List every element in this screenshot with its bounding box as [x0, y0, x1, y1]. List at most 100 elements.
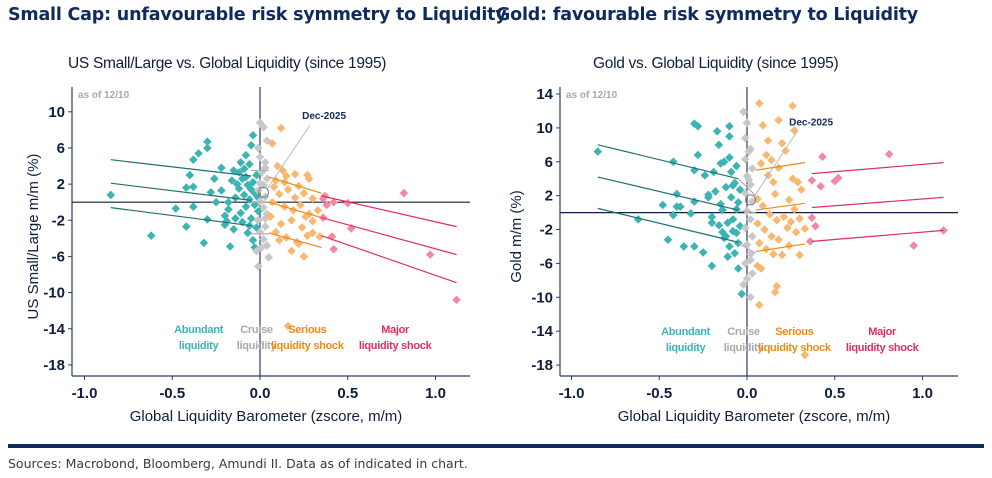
left-ytick-label: -2 [52, 212, 65, 229]
right-point-abundant [737, 289, 747, 299]
right-point-abundant [709, 167, 718, 177]
right-annotation-leader [754, 131, 798, 197]
left-annotation-label: Dec-2025 [302, 111, 346, 122]
right-point-abundant [733, 238, 743, 248]
left-band-line-abundant [110, 159, 252, 177]
right-point-major [811, 221, 820, 231]
left-point-major [399, 188, 409, 198]
right-point-abundant [686, 209, 696, 218]
left-regime-label-major: liquidity shock [359, 340, 433, 352]
left-point-major [318, 194, 328, 203]
left-point-abundant [252, 170, 261, 180]
left-point-serious [304, 174, 314, 183]
right-point-cruise [746, 215, 755, 224]
left-point-abundant [234, 184, 244, 193]
right-chart-title: Gold vs. Global Liquidity (since 1995) [593, 55, 839, 72]
right-point-serious [784, 241, 794, 250]
right-xtick-label: 1.0 [912, 385, 933, 402]
right-point-abundant [690, 197, 699, 206]
right-point-abundant [690, 119, 699, 128]
left-point-abundant [203, 143, 212, 153]
right-band-line-cruise [738, 210, 756, 214]
left-point-abundant [189, 202, 198, 212]
left-point-cruise [259, 234, 268, 244]
right-point-abundant [663, 235, 673, 245]
left-point-serious [301, 212, 310, 221]
left-point-abundant [220, 220, 230, 230]
right-point-abundant [707, 212, 717, 222]
right-point-abundant [728, 215, 738, 224]
right-point-cruise [740, 133, 750, 143]
left-regime-label-abundant: liquidity [179, 340, 220, 352]
right-point-serious [765, 209, 775, 219]
left-point-serious [271, 176, 281, 185]
right-x-axis-title: Global Liquidity Barometer (zscore, m/m) [618, 408, 891, 425]
right-point-abundant [733, 198, 743, 207]
right-point-abundant [698, 248, 708, 257]
right-point-major [909, 241, 919, 250]
left-y-axis-title: US Small/Large m/m (%) [25, 154, 42, 320]
right-point-serious [767, 232, 776, 241]
right-point-abundant [668, 157, 678, 167]
left-point-cruise [262, 174, 272, 183]
left-point-major [346, 224, 356, 233]
left-point-abundant [252, 223, 261, 232]
right-point-abundant [735, 221, 745, 231]
left-point-abundant [199, 238, 209, 248]
right-ytick-label: 10 [536, 120, 553, 137]
left-point-serious [287, 246, 296, 256]
right-point-abundant [658, 200, 668, 210]
right-regime-label-serious: liquidity shock [758, 342, 832, 354]
left-point-serious [299, 252, 309, 261]
right-ytick-label: -14 [531, 323, 553, 340]
left-point-cruise [260, 214, 270, 223]
right-point-cruise [740, 259, 750, 268]
left-ytick-label: -6 [52, 248, 65, 265]
left-point-cruise [260, 158, 270, 167]
right-point-abundant [728, 181, 738, 190]
left-point-cruise [255, 178, 265, 188]
right-point-abundant [707, 261, 717, 271]
right-point-serious [800, 224, 810, 233]
right-point-abundant [723, 252, 732, 261]
right-point-serious [774, 163, 783, 173]
left-point-serious [283, 185, 293, 194]
left-xtick-label: -1.0 [72, 385, 98, 402]
right-point-major [830, 176, 840, 186]
left-point-abundant [229, 225, 238, 234]
right-xtick-label: -1.0 [559, 385, 585, 402]
left-point-abundant [250, 200, 260, 210]
left-point-abundant [239, 164, 249, 174]
left-point-abundant [224, 197, 233, 207]
right-band-line-cruise [737, 242, 757, 254]
left-ytick-label: -14 [43, 321, 65, 338]
left-series-cruise [252, 118, 274, 271]
left-point-serious [271, 227, 281, 237]
left-point-serious [283, 321, 293, 331]
left-point-abundant [231, 214, 240, 223]
left-regime-label-cruise: liquidity [237, 340, 278, 352]
left-point-abundant [194, 149, 203, 158]
right-ytick-label: -10 [531, 289, 553, 306]
left-point-cruise [259, 122, 268, 132]
right-point-serious [760, 225, 769, 234]
right-band-line-abundant [597, 176, 739, 211]
right-point-abundant [730, 248, 740, 258]
left-point-cruise [262, 136, 272, 146]
right-point-abundant [726, 193, 736, 202]
left-point-abundant [220, 211, 230, 221]
left-point-abundant [248, 131, 258, 140]
right-point-abundant [719, 157, 729, 167]
right-point-abundant [714, 221, 724, 230]
left-point-cruise [255, 196, 265, 206]
right-point-serious [800, 350, 810, 360]
right-point-serious [781, 146, 790, 156]
left-point-abundant [250, 243, 260, 252]
right-point-abundant [726, 167, 736, 177]
left-regime-label-major: Major [381, 324, 410, 336]
right-point-serious [797, 185, 806, 195]
left-point-abundant [146, 231, 156, 240]
right-point-abundant [725, 132, 734, 141]
right-point-major [805, 237, 815, 246]
left-band-line-major [321, 216, 457, 256]
